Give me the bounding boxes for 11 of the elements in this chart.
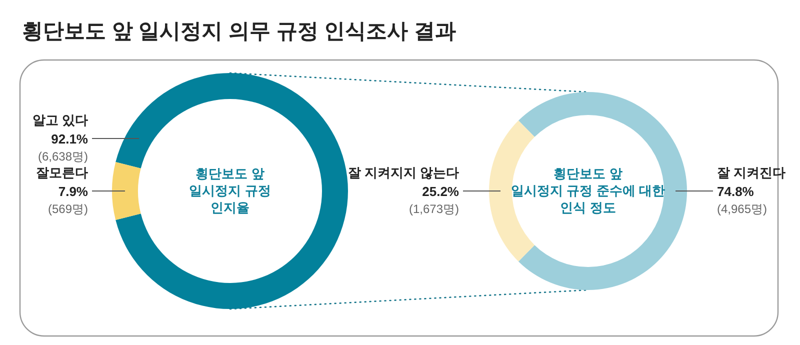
slice-label: 잘 지켜진다 (717, 165, 786, 180)
slice-label: 잘모른다 (36, 165, 88, 180)
data-label: 74.8% (4,965명) (717, 184, 768, 216)
data-label: 25.2% (1,673명) (408, 184, 460, 216)
chart-title: 횡단보도 앞 일시정지 의무 규정 인식조사 결과 (22, 20, 456, 43)
slice-label: 알고 있다 (32, 112, 88, 128)
data-label: 92.1% (6,638명) (38, 132, 88, 164)
text: 횡단보도 앞 일시정지 규정 준수에 대한 인식 정도 (511, 166, 665, 215)
text: 횡단보도 앞 일시정지 규정 인지율 (189, 166, 271, 215)
data-label: 7.9% (569명) (48, 184, 88, 216)
slice-label: 잘 지켜지지 않는다 (348, 165, 459, 180)
